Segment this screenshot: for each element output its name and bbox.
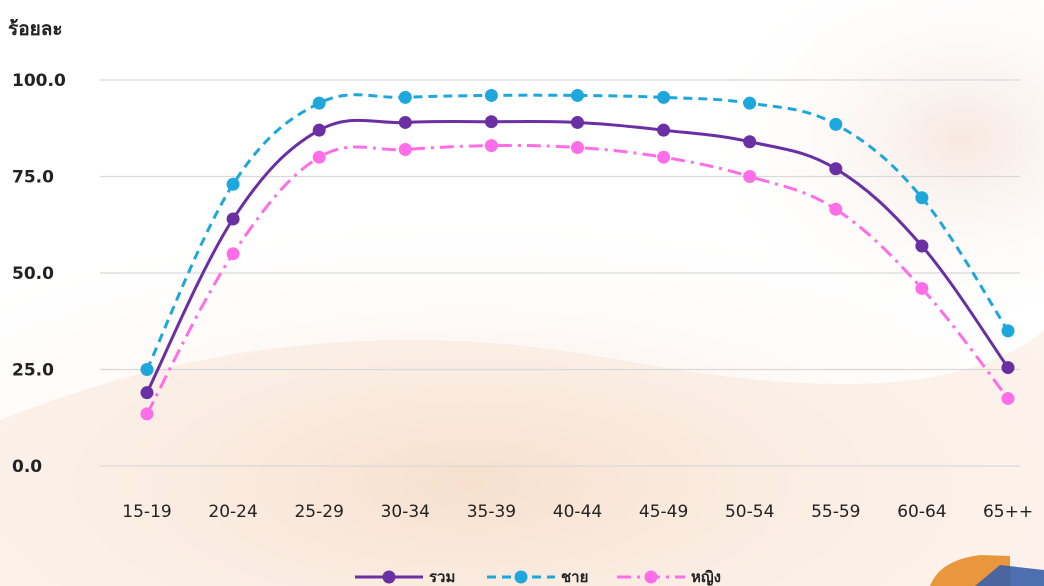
- data-point: [915, 191, 929, 205]
- data-point: [915, 281, 929, 295]
- y-tick-label: 25.0: [12, 361, 54, 381]
- x-tick-label: 50-54: [725, 502, 774, 522]
- data-point: [484, 88, 498, 102]
- legend-label: ชาย: [561, 568, 588, 586]
- data-point: [657, 123, 671, 137]
- series-line: [145, 118, 1010, 394]
- x-tick-label: 40-44: [553, 502, 602, 522]
- x-tick-label: 20-24: [208, 502, 257, 522]
- data-point: [140, 407, 154, 421]
- x-tick-label: 15-19: [122, 502, 171, 522]
- data-point: [743, 135, 757, 149]
- x-tick-label: 45-49: [639, 502, 688, 522]
- x-tick-label: 30-34: [381, 502, 430, 522]
- y-axis-label: ร้อยละ: [8, 18, 63, 40]
- data-point: [140, 386, 154, 400]
- data-point: [829, 202, 843, 216]
- data-point: [571, 88, 584, 102]
- data-point: [484, 115, 498, 129]
- legend-label: หญิง: [691, 568, 721, 586]
- y-axis-ticks: 0.0 25.0 50.0 75.0 100.0: [12, 71, 66, 477]
- x-tick-label: 55-59: [811, 502, 860, 522]
- y-tick-label: 100.0: [12, 71, 66, 91]
- gridlines: [100, 79, 1020, 467]
- legend-label: รวม: [429, 568, 455, 586]
- data-point: [398, 115, 412, 129]
- x-axis-ticks: 15-19 20-24 25-29 30-34 35-39 40-44 45-49 50-54…: [122, 502, 1033, 522]
- data-point: [915, 239, 929, 253]
- data-point: [140, 363, 154, 376]
- x-tick-label: 25-29: [294, 502, 343, 522]
- data-point: [1001, 324, 1015, 338]
- y-tick-label: 0.0: [12, 457, 42, 477]
- series-line: [145, 93, 1010, 371]
- data-point: [1001, 391, 1015, 405]
- data-point: [484, 139, 498, 153]
- data-point: [571, 141, 584, 155]
- data-point: [226, 212, 240, 226]
- legend: รวม ชาย หญิง: [355, 568, 721, 586]
- legend-swatch-marker: [382, 570, 396, 584]
- data-point: [829, 117, 843, 131]
- data-point: [829, 162, 843, 176]
- series-points: [140, 88, 1015, 421]
- data-point: [312, 150, 326, 164]
- series-line: [145, 143, 1010, 415]
- x-tick-label: 35-39: [467, 502, 516, 522]
- data-point: [226, 247, 240, 261]
- x-tick-label: 60-64: [897, 502, 946, 522]
- data-point: [743, 170, 757, 183]
- x-tick-label: 65++: [983, 502, 1033, 522]
- data-point: [1001, 361, 1015, 375]
- legend-swatch-marker: [644, 570, 658, 584]
- y-tick-label: 75.0: [12, 168, 54, 188]
- y-tick-label: 50.0: [12, 264, 54, 284]
- data-point: [226, 177, 240, 191]
- data-point: [312, 123, 326, 137]
- data-point: [743, 96, 757, 110]
- data-point: [398, 142, 412, 156]
- data-point: [312, 96, 326, 110]
- legend-swatch-marker: [514, 570, 528, 584]
- data-point: [571, 115, 584, 129]
- data-point: [657, 90, 671, 104]
- data-point: [398, 90, 412, 104]
- data-point: [657, 150, 671, 164]
